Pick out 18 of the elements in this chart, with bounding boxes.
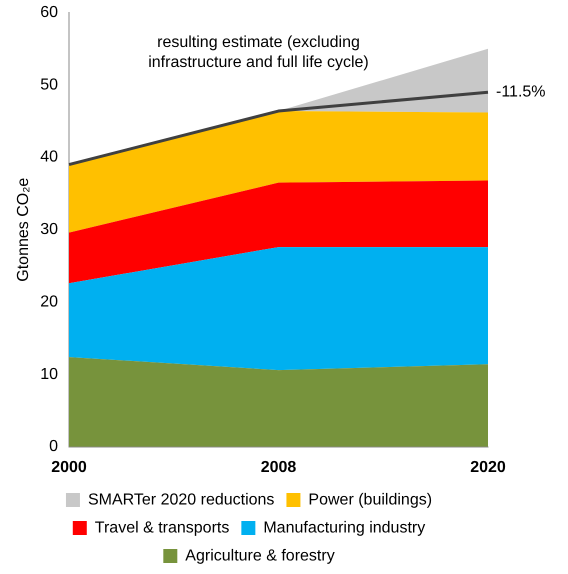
- y-tick-label: 50: [40, 76, 58, 94]
- legend-label: Manufacturing industry: [263, 519, 426, 536]
- y-tick-label: 40: [40, 148, 58, 166]
- y-tick-label: 60: [40, 4, 58, 22]
- legend-label: SMARTer 2020 reductions: [88, 491, 274, 508]
- x-tick-label: 2020: [470, 458, 506, 476]
- y-tick-label: 30: [40, 221, 58, 238]
- annotation: -11.5%: [496, 84, 546, 101]
- legend-label: Agriculture & forestry: [185, 547, 335, 564]
- x-tick-label: 2008: [260, 458, 296, 476]
- x-tick-label: 2000: [51, 458, 87, 476]
- y-tick-label: 0: [49, 438, 58, 456]
- y-tick-label: 10: [40, 366, 58, 383]
- legend-label: Travel & transports: [94, 519, 230, 536]
- y-tick-label: 20: [40, 293, 58, 310]
- legend-label: Power (buildings): [308, 491, 432, 508]
- annotation: resulting estimate (excluding infrastructure and full life cycle): [148, 34, 369, 72]
- y-axis-title: Gtonnes CO₂e: [15, 178, 32, 282]
